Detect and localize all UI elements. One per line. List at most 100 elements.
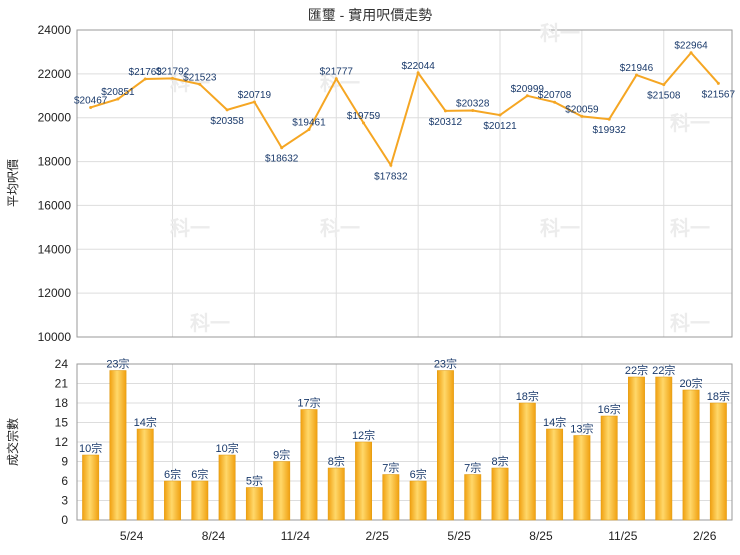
volume-data-label: 22宗: [652, 363, 675, 377]
price-data-label: $19932: [593, 125, 627, 136]
y-tick-label: 10000: [38, 330, 72, 344]
price-point: [471, 109, 475, 113]
volume-data-label: 8宗: [328, 454, 345, 468]
volume-bar: [136, 428, 154, 521]
price-data-label: $20851: [101, 87, 135, 98]
price-point: [553, 100, 557, 104]
price-data-label: $20328: [456, 99, 490, 110]
watermark: 科一: [540, 216, 580, 240]
volume-bar: [327, 467, 345, 521]
volume-data-label: 23宗: [106, 357, 129, 371]
price-point: [689, 51, 693, 55]
price-data-label: $20708: [538, 90, 572, 101]
volume-data-label: 6宗: [410, 467, 427, 481]
price-data-label: $20719: [238, 90, 272, 101]
x-tick-label: 5/25: [447, 529, 471, 543]
plot-frame: [76, 29, 733, 338]
y-tick-label: 21: [55, 377, 69, 391]
x-tick-label: 11/24: [281, 529, 310, 543]
volume-data-label: 6宗: [191, 467, 208, 481]
volume-bar: [573, 435, 591, 521]
price-data-label: $19461: [292, 118, 326, 129]
volume-data-label: 14宗: [134, 415, 157, 429]
y-tick-label: 20000: [38, 111, 72, 125]
price-data-label: $21523: [183, 72, 217, 83]
price-point: [89, 105, 93, 109]
price-data-label: $20358: [210, 116, 244, 127]
watermark: 科一: [190, 311, 230, 335]
y-tick-label: 0: [61, 513, 68, 527]
volume-bar: [82, 454, 100, 521]
volume-bar: [437, 370, 454, 521]
price-data-label: $21763: [129, 67, 163, 78]
price-point: [307, 128, 311, 132]
x-tick-label: 8/25: [529, 529, 553, 543]
volume-bar: [300, 409, 318, 521]
volume-bar: [109, 370, 127, 521]
price-point: [607, 117, 611, 121]
volume-bar: [273, 461, 291, 521]
watermark: 科一: [170, 216, 210, 240]
price-data-label: $21508: [647, 91, 681, 102]
volume-data-label: 6宗: [164, 467, 181, 481]
volume-data-label: 12宗: [352, 428, 375, 442]
volume-bar: [164, 480, 181, 521]
volume-data-label: 17宗: [297, 396, 320, 410]
price-data-label: $21946: [620, 63, 654, 74]
volume-data-label: 20宗: [679, 376, 702, 390]
volume-bar: [409, 480, 427, 521]
volume-data-label: 13宗: [570, 422, 593, 436]
price-point: [198, 82, 202, 86]
price-data-label: $21777: [320, 67, 354, 78]
price-data-label: $20999: [511, 84, 545, 95]
volume-data-label: 16宗: [598, 402, 621, 416]
volume-bar: [218, 454, 236, 521]
watermark: 科一: [670, 216, 710, 240]
volume-bar: [628, 376, 645, 521]
volume-data-label: 10宗: [215, 441, 238, 455]
price-point: [580, 114, 584, 118]
price-data-label: $22964: [674, 41, 708, 52]
price-data-label: $17832: [374, 171, 408, 182]
price-point: [252, 100, 256, 104]
volume-bar: [655, 376, 673, 521]
y-tick-label: 24: [55, 357, 69, 371]
volume-panel: 0 3 6 9 12 15 18 21 24 成交宗數 10宗 23宗 14宗 6宗 6宗 10宗 5宗 9宗 17…: [5, 357, 733, 543]
price-point: [334, 77, 338, 81]
chart-title: 匯璽 - 實用呎價走勢: [308, 7, 432, 23]
volume-bar: [546, 428, 564, 521]
price-point: [116, 97, 120, 101]
volume-bar: [709, 402, 727, 521]
price-point: [443, 109, 447, 113]
volume-data-label: 9宗: [273, 448, 290, 462]
y-tick-label: 22000: [38, 67, 72, 81]
x-tick-label: 2/26: [693, 529, 717, 543]
volume-bar: [518, 402, 536, 521]
volume-data-label: 14宗: [543, 415, 566, 429]
volume-bar: [355, 441, 372, 521]
volume-data-label: 8宗: [491, 454, 508, 468]
price-data-label: $19759: [347, 111, 381, 122]
x-tick-label: 2/25: [366, 529, 390, 543]
price-point: [416, 71, 420, 75]
price-point: [280, 146, 284, 150]
y-tick-label: 9: [61, 455, 68, 469]
y-tick-label: 12000: [38, 286, 72, 300]
price-point: [662, 83, 666, 87]
x-tick-label: 5/24: [120, 529, 144, 543]
y-tick-label: 3: [61, 494, 68, 508]
price-data-label: $20312: [429, 117, 463, 128]
price-data-label: $21792: [156, 66, 190, 77]
y-tick-label: 18: [55, 396, 69, 410]
price-line: [90, 51, 720, 168]
watermark: 科一: [320, 216, 360, 240]
price-data-label: $21567: [702, 89, 736, 100]
y-tick-label: 16000: [38, 198, 72, 212]
price-point: [389, 163, 393, 167]
price-point: [362, 121, 366, 125]
volume-bar: [464, 474, 482, 521]
y-tick-label: 24000: [38, 23, 72, 37]
volume-data-label: 5宗: [246, 474, 263, 488]
price-point: [716, 81, 720, 85]
